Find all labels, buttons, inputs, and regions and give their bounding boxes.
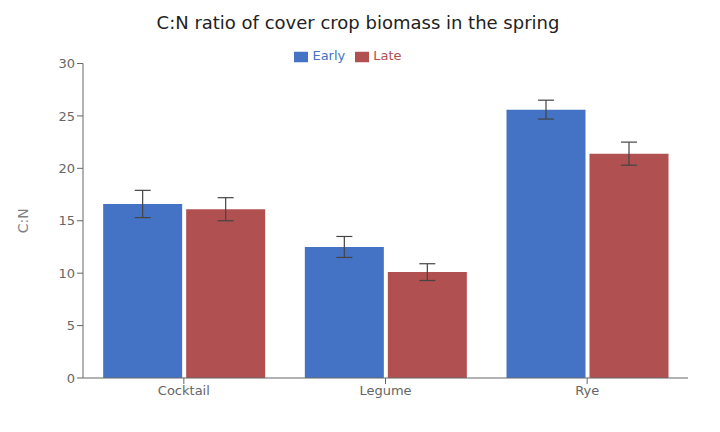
svg-text:C:N: C:N bbox=[15, 208, 31, 233]
html-text:Late: Late bbox=[373, 48, 402, 63]
svg-text:Rye: Rye bbox=[575, 383, 599, 398]
svg-text:25: 25 bbox=[58, 109, 75, 124]
html-text:C:N ratio of cover crop biomas: C:N ratio of cover crop biomass in the s… bbox=[156, 12, 560, 33]
svg-text:Legume: Legume bbox=[359, 383, 411, 398]
svg-text:5: 5 bbox=[67, 318, 75, 333]
svg-text:20: 20 bbox=[58, 161, 75, 176]
svg-text:Cocktail: Cocktail bbox=[158, 383, 210, 398]
svg-text:30: 30 bbox=[58, 56, 75, 71]
svg-text:15: 15 bbox=[58, 213, 75, 228]
svg-text:0: 0 bbox=[67, 371, 75, 386]
svg-text:10: 10 bbox=[58, 266, 75, 281]
html-text:Early: Early bbox=[312, 48, 346, 63]
